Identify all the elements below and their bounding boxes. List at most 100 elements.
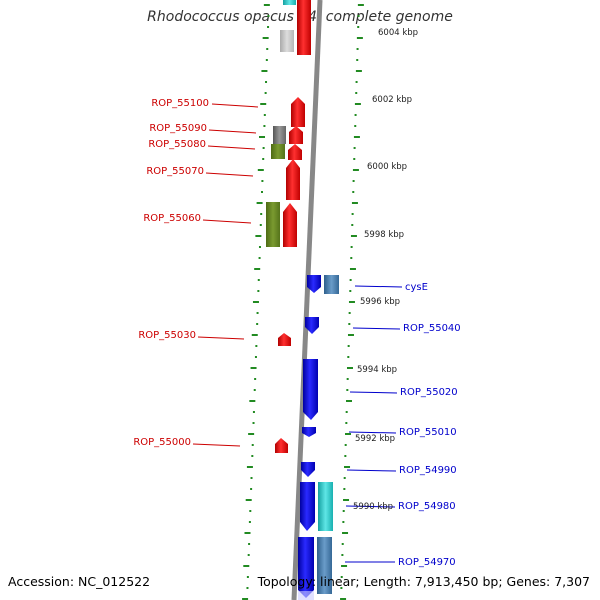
- scale-dot: [256, 202, 263, 204]
- scale-dot: [248, 433, 255, 435]
- scale-label: 6002 kbp: [372, 95, 412, 105]
- scale-dot: [340, 576, 343, 578]
- scale-dot: [351, 202, 358, 204]
- right-scale-track: [340, 4, 364, 600]
- scale-dot: [264, 92, 267, 94]
- scale-dot: [349, 290, 352, 292]
- scale-dot: [255, 345, 258, 347]
- scale-dot: [353, 136, 360, 138]
- scale-dot: [246, 466, 253, 468]
- reverse-gene-ROP_55020: [303, 359, 318, 420]
- scale-dot: [357, 15, 360, 17]
- scale-dot: [249, 510, 252, 512]
- scale-dot: [351, 224, 354, 226]
- green-feature: [271, 144, 285, 159]
- scale-dot: [259, 224, 262, 226]
- scale-dot: [348, 301, 355, 303]
- gene-label: ROP_54970: [398, 557, 456, 568]
- scale-dot: [353, 147, 356, 149]
- scale-dot: [343, 488, 346, 490]
- reverse-gene-ROP_54980: [300, 482, 315, 531]
- reverse-gene-ROP_55010: [302, 427, 316, 437]
- scale-dot: [349, 279, 352, 281]
- scale-dot: [251, 334, 258, 336]
- scale-dot: [352, 169, 359, 171]
- scale-dot: [258, 246, 261, 248]
- scale-dot: [257, 169, 264, 171]
- scale-dot: [251, 444, 254, 446]
- scale-dot: [260, 191, 263, 193]
- scale-dot: [263, 4, 270, 6]
- scale-dot: [257, 290, 260, 292]
- steel-feature: [317, 537, 332, 594]
- scale-dot: [350, 246, 353, 248]
- scale-dot: [254, 378, 257, 380]
- scale-dot: [252, 411, 255, 413]
- scale-dot: [247, 554, 250, 556]
- gene-label: ROP_55090: [149, 123, 207, 134]
- scale-dot: [357, 26, 360, 28]
- scale-dot: [350, 235, 357, 237]
- scale-dot: [354, 125, 357, 127]
- scale-dot: [250, 488, 253, 490]
- scale-dot: [256, 312, 259, 314]
- scale-dot: [246, 587, 249, 589]
- scale-dot: [355, 92, 358, 94]
- reverse-gene-ROP_54970: [298, 537, 314, 598]
- scale-label: 5996 kbp: [360, 297, 400, 307]
- scale-dot: [348, 323, 351, 325]
- scale-dot: [344, 444, 347, 446]
- forward-gene-ROP_55080: [288, 144, 302, 160]
- scale-dot: [355, 70, 362, 72]
- scale-label: 5998 kbp: [364, 230, 404, 240]
- scale-dot: [258, 257, 261, 259]
- scale-dot: [356, 37, 363, 39]
- scale-dot: [342, 510, 345, 512]
- reverse-gene-ROP_54990: [301, 462, 315, 477]
- forward-gene-ROP_55070: [286, 159, 300, 200]
- forward-gene-ROP_55100: [291, 97, 305, 127]
- scale-dot: [257, 279, 260, 281]
- scale-dot: [352, 191, 355, 193]
- scale-dot: [351, 213, 354, 215]
- scale-label: 5992 kbp: [355, 434, 395, 444]
- scale-dot: [267, 15, 270, 17]
- scale-dot: [256, 323, 259, 325]
- reverse-gene-cysE: [307, 275, 321, 293]
- cyan-feature: [318, 482, 333, 531]
- scale-dot: [250, 477, 253, 479]
- scale-label: 6000 kbp: [367, 162, 407, 172]
- scale-dot: [265, 59, 268, 61]
- forward-gene-ROP_55030: [278, 333, 291, 346]
- scale-dot: [252, 422, 255, 424]
- scale-dot: [266, 48, 269, 50]
- forward-gene-ROP_55060: [283, 203, 297, 247]
- scale-dot: [249, 400, 256, 402]
- gene-label: ROP_55020: [400, 387, 458, 398]
- scale-dot: [245, 499, 252, 501]
- scale-dot: [260, 103, 267, 105]
- scale-dot: [259, 136, 266, 138]
- gene-label: ROP_55010: [399, 427, 457, 438]
- gene-label: ROP_54990: [399, 465, 457, 476]
- gene-label: ROP_55080: [148, 139, 206, 150]
- scale-dot: [253, 389, 256, 391]
- scale-dot: [341, 543, 344, 545]
- scale-dot: [345, 411, 348, 413]
- scale-dot: [341, 565, 348, 567]
- scale-dot: [251, 455, 254, 457]
- left-gene-labels: ROP_55100 ROP_55090 ROP_55080 ROP_55070 …: [133, 98, 259, 448]
- scale-dot: [344, 455, 347, 457]
- scale-dot: [261, 180, 264, 182]
- scale-dot: [340, 587, 343, 589]
- gene-label: ROP_55100: [151, 98, 209, 109]
- scale-dot: [248, 521, 251, 523]
- scale-dot: [347, 345, 350, 347]
- scale-dot: [263, 114, 266, 116]
- scale-dot: [262, 37, 269, 39]
- topology-info: Topology: linear; Length: 7,913,450 bp; …: [257, 574, 590, 589]
- gene-label: ROP_55030: [138, 330, 196, 341]
- gene-label: ROP_55070: [146, 166, 204, 177]
- scale-dot: [263, 125, 266, 127]
